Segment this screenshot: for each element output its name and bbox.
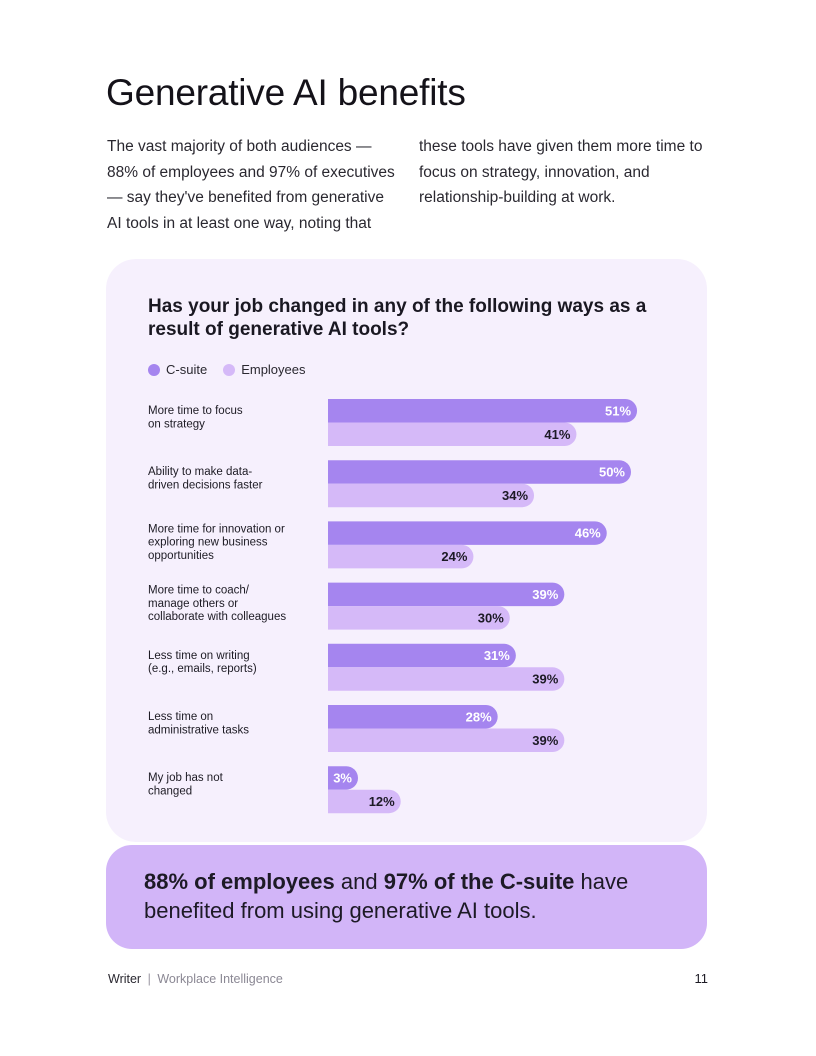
footer-separator: | [147, 972, 151, 986]
legend-label-employees: Employees [241, 362, 306, 377]
callout-employees-stat: 88% of employees [144, 869, 335, 894]
bar-csuite-5 [328, 643, 516, 668]
bar-csuite-4 [328, 582, 565, 607]
intro-paragraph: The vast majority of both audiences — 88… [107, 138, 703, 232]
data-label-csuite-6: 28% [466, 709, 492, 724]
legend-label-csuite: C-suite [166, 362, 208, 377]
bar-employees-3 [328, 544, 474, 569]
callout-conjunction: and [334, 869, 384, 894]
data-label-employees-1: 41% [544, 427, 570, 442]
bar-employees-1 [328, 422, 577, 446]
callout-csuite-stat: 97% of the C-suite [383, 869, 575, 894]
bar-employees-5 [328, 667, 565, 691]
data-label-csuite-4: 39% [532, 587, 558, 602]
bar-chart: More time to focus on strategy 51% 41% Abili… [148, 399, 638, 814]
category-label-4: More time to coach/manage others or colla… [148, 585, 286, 624]
legend-item-employees: Employees [223, 362, 306, 377]
footer-subtitle: Workplace Intelligence [157, 972, 283, 986]
footer-brand: Writer | Workplace Intelligence [108, 972, 283, 986]
bar-employees-6 [328, 728, 565, 752]
category-label-7: My job has not changed [148, 772, 224, 797]
data-label-employees-5: 39% [532, 672, 558, 687]
chart-legend: C-suite Employees [148, 362, 306, 377]
bar-employees-2 [328, 483, 535, 508]
bar-csuite-2 [328, 460, 631, 484]
data-label-csuite-1: 51% [605, 403, 631, 418]
bar-csuite-7 [328, 766, 358, 790]
data-label-employees-3: 24% [441, 549, 467, 564]
legend-swatch-employees [223, 363, 236, 376]
bar-employees-4 [328, 606, 510, 630]
legend-swatch-csuite [148, 363, 160, 376]
category-label-1: More time to focus on strategy [148, 405, 243, 430]
data-label-csuite-7: 3% [333, 770, 352, 785]
callout-box: 88% of employees and 97% of the C-suite … [106, 845, 707, 949]
chart-title: Has your job changed in any of the follo… [148, 296, 647, 340]
category-label-2: Ability to make data-driven decisions fa… [148, 466, 263, 491]
data-label-csuite-2: 50% [599, 464, 625, 479]
chart-card: Has your job changed in any of the follo… [106, 259, 707, 842]
page-number: 11 [694, 971, 709, 986]
data-label-csuite-3: 46% [575, 526, 601, 541]
legend-item-csuite: C-suite [148, 362, 207, 377]
category-label-5: Less time on writing (e.g., emails, repor… [148, 650, 257, 675]
data-label-employees-6: 39% [532, 733, 558, 748]
page-title: Generative AI benefits [106, 72, 466, 113]
bar-csuite-6 [328, 705, 498, 729]
bar-csuite-3 [328, 521, 607, 545]
bar-employees-7 [328, 789, 401, 814]
data-label-employees-2: 34% [502, 488, 528, 503]
data-label-employees-4: 30% [478, 610, 504, 625]
data-label-employees-7: 12% [369, 794, 395, 809]
category-label-3: More time for innovation or exploring new… [148, 523, 285, 562]
category-label-6: Less time on administrative tasks [148, 711, 249, 736]
bar-csuite-1 [328, 399, 638, 423]
footer-brand-name: Writer [108, 972, 142, 986]
callout-text: 88% of employees and 97% of the C-suite … [144, 867, 684, 925]
data-label-csuite-5: 31% [484, 648, 510, 663]
callout-rest: have benefited from using generative AI … [144, 869, 629, 923]
